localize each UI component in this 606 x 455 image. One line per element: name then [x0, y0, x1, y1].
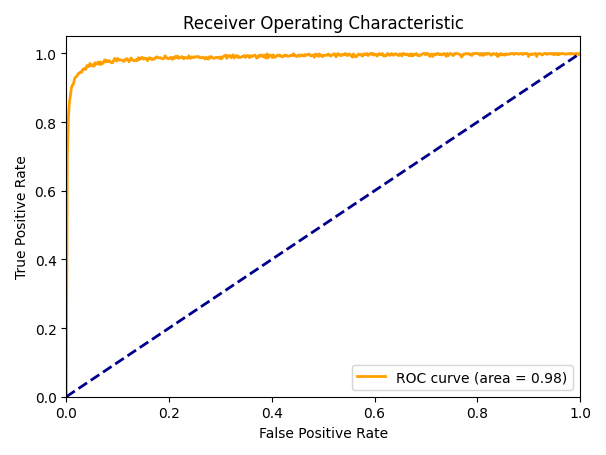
Title: Receiver Operating Characteristic: Receiver Operating Characteristic — [182, 15, 464, 33]
Legend: ROC curve (area = 0.98): ROC curve (area = 0.98) — [352, 365, 573, 390]
ROC curve (area = 0.98) — [576, 52, 584, 57]
ROC curve (area = 0.98) — [342, 52, 349, 57]
Line: ROC curve (area = 0.98): ROC curve (area = 0.98) — [66, 55, 580, 395]
ROC curve (area = 0.98) — [62, 392, 70, 398]
ROC curve (area = 0.98) — [565, 52, 572, 57]
ROC curve (area = 0.98) — [370, 52, 377, 57]
Y-axis label: True Positive Rate: True Positive Rate — [15, 155, 29, 279]
ROC curve (area = 0.98) — [310, 54, 317, 59]
ROC curve (area = 0.98) — [485, 52, 492, 57]
X-axis label: False Positive Rate: False Positive Rate — [259, 426, 388, 440]
ROC curve (area = 0.98) — [307, 54, 314, 59]
ROC curve (area = 0.98) — [341, 53, 348, 59]
